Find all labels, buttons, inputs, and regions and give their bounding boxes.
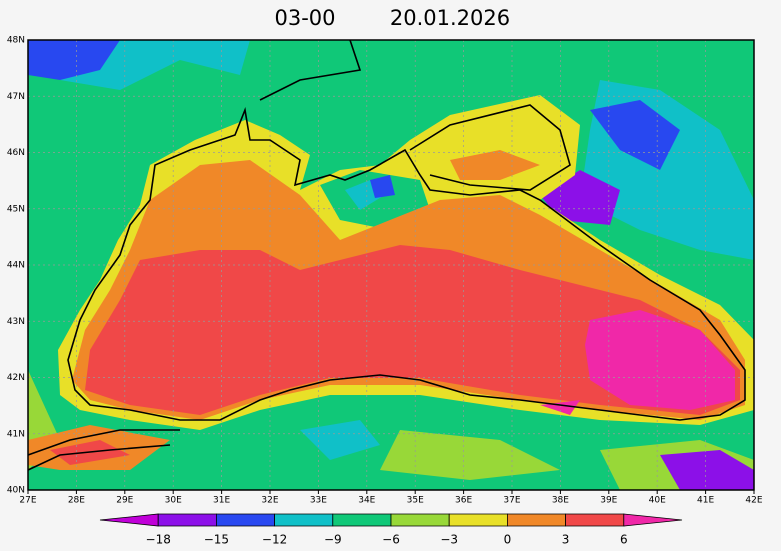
lon-label: 37E — [503, 496, 520, 506]
lon-label: 35E — [407, 496, 424, 506]
field-sea-red — [85, 245, 740, 415]
title-time: 03-00 — [274, 6, 335, 30]
title-date: 20.01.2026 — [390, 6, 510, 30]
lat-label: 45N — [7, 204, 25, 214]
colorbar-swatch — [507, 513, 566, 527]
field-blue-east — [590, 100, 680, 170]
lat-label: 42N — [7, 373, 25, 383]
grid — [28, 40, 754, 490]
lon-label: 28E — [68, 496, 85, 506]
colorbar-swatch — [565, 513, 625, 527]
lon-label: 29E — [116, 496, 133, 506]
colorbar-swatch — [216, 513, 275, 527]
colorbar-label: −12 — [262, 533, 287, 547]
colorbar-label: 6 — [620, 533, 628, 547]
colorbar-label: −3 — [440, 533, 458, 547]
colorbar-swatch — [623, 513, 683, 527]
lat-label: 41N — [7, 429, 25, 439]
lon-label: 42E — [745, 496, 762, 506]
lon-label: 39E — [600, 496, 617, 506]
colorbar-label: 3 — [562, 533, 570, 547]
lat-label: 44N — [7, 261, 25, 271]
lat-label: 48N — [7, 36, 25, 46]
field-blue — [28, 40, 120, 80]
field-purple-south — [660, 450, 754, 490]
field-sea-pink — [540, 310, 735, 415]
colorbar: −18 −15 −12 −9 −6 −3 0 3 6 — [99, 513, 683, 547]
map-field — [28, 40, 754, 490]
colorbar-swatch — [157, 513, 217, 527]
colorbar-swatch — [332, 513, 392, 527]
lon-label: 31E — [213, 496, 230, 506]
colorbar-swatch — [390, 513, 450, 527]
colorbar-swatch — [448, 513, 508, 527]
map-frame — [27, 39, 755, 491]
lon-label: 33E — [310, 496, 327, 506]
lon-label: 30E — [165, 496, 182, 506]
lon-label: 40E — [649, 496, 666, 506]
colorbar-swatch — [274, 513, 334, 527]
colorbar-label: −15 — [204, 533, 229, 547]
lon-label: 41E — [697, 496, 714, 506]
field-azov-orange — [450, 150, 540, 180]
lat-label: 40N — [7, 486, 25, 496]
colorbar-label: −18 — [146, 533, 171, 547]
coastline — [27, 39, 746, 471]
colorbar-label: 0 — [504, 533, 512, 547]
field-cyan-south — [300, 420, 380, 460]
lat-label: 47N — [7, 92, 25, 102]
lon-label: 32E — [261, 496, 278, 506]
lon-label: 36E — [455, 496, 472, 506]
colorbar-label: −6 — [382, 533, 400, 547]
field-sea-blue — [370, 175, 395, 198]
colorbar-label: −9 — [324, 533, 342, 547]
lon-label: 34E — [358, 496, 375, 506]
lat-label: 46N — [7, 148, 25, 158]
lon-label: 27E — [19, 496, 36, 506]
lon-label: 38E — [552, 496, 569, 506]
lat-label: 43N — [7, 317, 25, 327]
